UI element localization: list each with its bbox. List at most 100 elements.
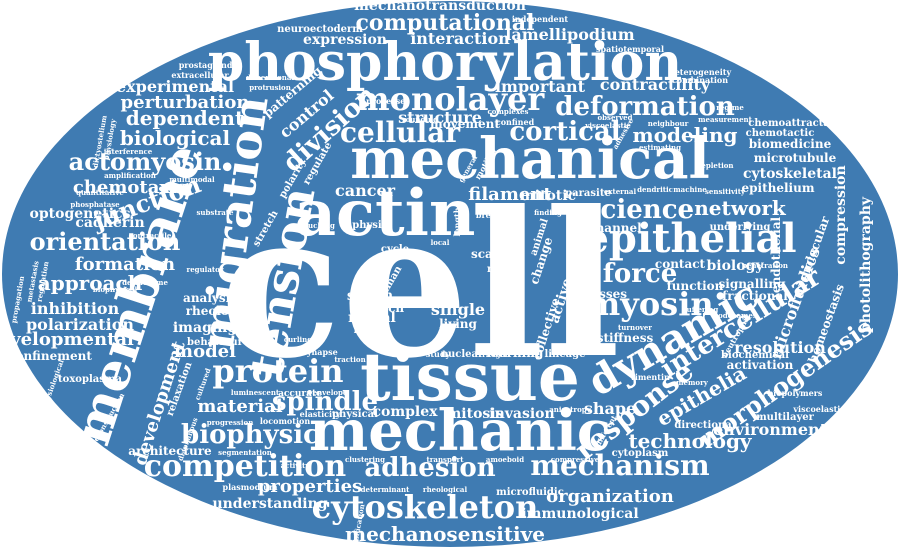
word-turnover: turnover (618, 323, 652, 332)
word-viscoelastic: viscoelastic (584, 121, 630, 130)
word-nuclear: nuclear (441, 349, 484, 360)
word-sensitivity: sensitivity (705, 187, 746, 196)
word-living: living (439, 317, 477, 331)
word-contractility: contractility (600, 75, 711, 94)
word-physic: physic (352, 220, 388, 231)
word-underlying: underlying (710, 222, 771, 233)
word-photolithography: photolithography (858, 196, 874, 333)
word-multimodal: multimodal (169, 175, 215, 184)
word-vimentin: vimentin (629, 372, 670, 382)
word-monolayer: monolayer (356, 80, 546, 118)
word-independent: independent (512, 14, 569, 24)
word-local: local (431, 238, 450, 247)
word-luminescent: luminescent (231, 388, 280, 397)
word-dendritic: dendritic (637, 185, 673, 194)
word-stiffness: stiffness (597, 331, 654, 345)
word-learning: learning (487, 346, 544, 360)
word-viscoelasticity: viscoelasticity (792, 404, 857, 414)
word-dimensional: dimensional (246, 73, 294, 82)
word-external: external (604, 187, 637, 196)
word-amplification: amplification (104, 171, 156, 180)
word-directional: directional (674, 420, 735, 431)
word-complex: complex (372, 404, 438, 420)
word-signalling: signalling (719, 277, 787, 291)
word-finding: finding (534, 208, 562, 217)
word-architecture: architecture (128, 444, 212, 458)
word-important: important (495, 77, 586, 96)
word-imaging: imaging (173, 320, 237, 336)
word-cancer: cancer (335, 181, 396, 200)
word-analysis: analysis (183, 291, 237, 305)
word-behaviour: behaviour (187, 337, 244, 348)
word-expression: expression (303, 32, 387, 48)
word-parasite: parasite (565, 188, 611, 199)
word-rheological: rheological (423, 485, 468, 494)
word-biochemical: biochemical (721, 350, 789, 361)
word-multilayer: multilayer (756, 412, 815, 423)
word-lateral: lateral (354, 325, 391, 336)
word-material: material (197, 396, 282, 417)
word-organization: organization (546, 486, 674, 507)
word-cytoskeleton: cytoskeleton (312, 488, 539, 526)
word-confinement: confinement (8, 349, 92, 363)
word-resolution: resolution (734, 338, 826, 357)
word-interaction: interaction (410, 29, 510, 48)
word-network: network (694, 196, 787, 220)
word-transport: transport (427, 455, 465, 464)
word-complexes: complexes (488, 107, 529, 116)
word-neighbour: neighbour (648, 119, 689, 128)
word-cytoplasm: cytoplasm (612, 448, 669, 459)
word-chemotaxis: chemotaxis (73, 177, 187, 198)
word-confined: confined (496, 117, 535, 127)
word-physical: physical (332, 409, 378, 420)
word-mechanosensitive: mechanosensitive (345, 522, 545, 546)
word-memory: memory (676, 378, 709, 387)
word-depletion: depletion (696, 161, 733, 170)
word-cellular: cellular (340, 116, 461, 149)
word-rheology: rheology (186, 304, 246, 318)
word-plasmodium: plasmodium (222, 482, 278, 492)
word-synapse: synapse (302, 347, 337, 357)
word-spatiotemporal: spatiotemporal (596, 44, 664, 54)
word-computational: computational (356, 10, 535, 36)
word-biology: biology (706, 258, 764, 274)
word-stresses: stresses (573, 287, 627, 301)
word-microtubule: microtubule (754, 151, 837, 165)
word-perturbation: perturbation (121, 92, 250, 113)
word-experimental: experimental (116, 77, 234, 96)
word-progression: progression (207, 418, 254, 427)
word-substrate: substrate (196, 208, 234, 217)
word-rounding: rounding (402, 115, 438, 124)
word-protrusion: protrusion (249, 83, 291, 92)
word-movement: movement (430, 117, 500, 131)
word-length: length (452, 207, 462, 236)
word-desmosome: desmosome (122, 278, 168, 287)
word-filament: filament (468, 184, 552, 205)
word-dependent: dependent (126, 106, 245, 130)
word-tissue: tissue (360, 338, 580, 416)
word-activity: activity (281, 461, 311, 470)
word-role: role (487, 264, 509, 275)
word-optogenetics: optogenetics (30, 206, 131, 222)
word-prostaglandin: prostaglandin (179, 60, 242, 70)
word-function: function (667, 279, 724, 293)
word-fractional: fractional (722, 289, 788, 303)
word-breast: breast (476, 210, 505, 220)
word-fluidic: fluidic (351, 285, 379, 295)
word-lamellipodium: lamellipodium (505, 25, 635, 44)
word-processes: processes (366, 96, 410, 106)
word-elasticity: elasticity (300, 409, 341, 419)
word-regime: regime (716, 103, 744, 112)
word-buffering: buffering (682, 305, 719, 314)
word-accurate: accurate (278, 389, 322, 399)
word-deformation: deformation (555, 92, 735, 122)
word-activation: activation (727, 358, 794, 372)
word-study: study (426, 349, 451, 359)
word-anisotropy: anisotropy (549, 405, 591, 414)
word-mechanism: mechanism (530, 449, 709, 482)
word-polarization: polarization (26, 315, 134, 334)
word-actin: actin (295, 176, 476, 251)
word-podosomes: podosomes (713, 311, 757, 320)
